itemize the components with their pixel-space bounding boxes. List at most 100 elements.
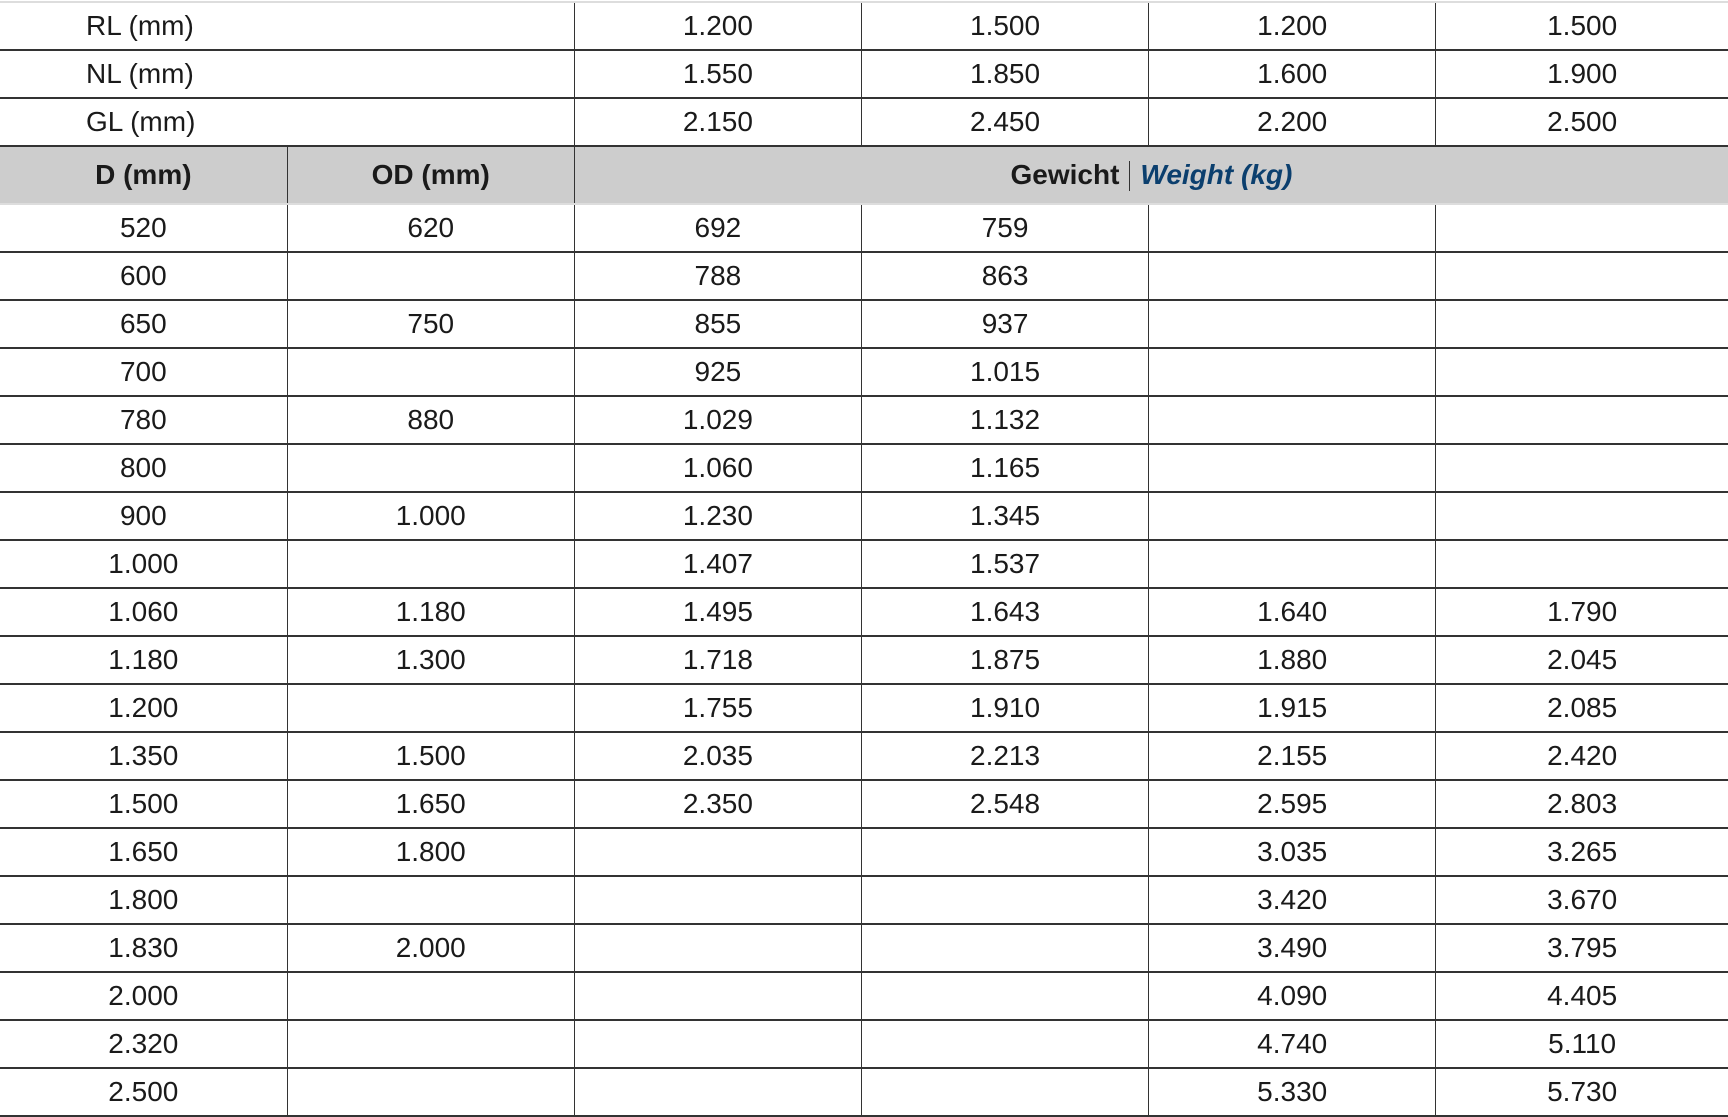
cell-d: 1.830 — [0, 924, 288, 973]
cell-weight: 1.165 — [860, 444, 1149, 493]
cell-weight — [860, 876, 1149, 925]
header-weight-de: Gewicht — [1010, 158, 1120, 190]
table-row: 1.200 1.755 1.910 1.915 2.085 — [0, 684, 1728, 733]
cell-weight: 1.910 — [860, 684, 1149, 733]
length-value: 1.900 — [1435, 50, 1728, 99]
cell-weight: 1.029 — [573, 396, 862, 445]
length-value: 2.200 — [1148, 98, 1436, 147]
cell-d: 780 — [0, 396, 288, 445]
cell-weight: 1.718 — [573, 636, 862, 685]
cell-weight: 788 — [573, 252, 862, 301]
cell-d: 2.320 — [0, 1020, 288, 1069]
length-row: GL (mm) 2.150 2.450 2.200 2.500 — [0, 98, 1728, 147]
header-row: D (mm) OD (mm) Gewicht Weight (kg) — [0, 146, 1728, 204]
cell-weight: 1.643 — [860, 588, 1149, 637]
cell-weight — [860, 924, 1149, 973]
cell-weight — [1435, 492, 1728, 541]
cell-weight — [1148, 444, 1436, 493]
cell-weight: 1.345 — [860, 492, 1149, 541]
cell-od: 1.500 — [286, 732, 575, 781]
table-row: 1.060 1.180 1.495 1.643 1.640 1.790 — [0, 588, 1728, 637]
cell-weight — [860, 1068, 1149, 1117]
table-row: 2.320 4.740 5.110 — [0, 1020, 1728, 1069]
cell-d: 1.350 — [0, 732, 288, 781]
cell-d: 2.000 — [0, 972, 288, 1021]
table-row: 650 750 855 937 — [0, 300, 1728, 349]
table-row: 2.000 4.090 4.405 — [0, 972, 1728, 1021]
cell-weight: 3.490 — [1148, 924, 1436, 973]
length-value: 1.850 — [860, 50, 1149, 99]
cell-weight: 2.548 — [860, 780, 1149, 829]
length-value: 1.200 — [1148, 1, 1436, 51]
cell-weight: 1.495 — [573, 588, 862, 637]
length-value: 2.500 — [1435, 98, 1728, 147]
cell-weight — [1435, 203, 1728, 253]
cell-weight: 863 — [860, 252, 1149, 301]
table-row: 520 620 692 759 — [0, 203, 1728, 253]
cell-weight: 2.035 — [573, 732, 862, 781]
cell-weight — [860, 972, 1149, 1021]
cell-weight — [1148, 300, 1436, 349]
cell-weight: 1.915 — [1148, 684, 1436, 733]
cell-weight — [1148, 203, 1436, 253]
cell-od: 750 — [286, 300, 575, 349]
cell-od: 880 — [286, 396, 575, 445]
table-row: 1.800 3.420 3.670 — [0, 876, 1728, 925]
cell-d: 1.800 — [0, 876, 288, 925]
length-value: 2.150 — [573, 98, 862, 147]
cell-d: 1.180 — [0, 636, 288, 685]
length-label: NL (mm) — [0, 50, 575, 99]
table-row: 900 1.000 1.230 1.345 — [0, 492, 1728, 541]
cell-weight: 937 — [860, 300, 1149, 349]
cell-d: 1.500 — [0, 780, 288, 829]
cell-weight — [1148, 492, 1436, 541]
cell-weight: 2.085 — [1435, 684, 1728, 733]
cell-weight: 1.875 — [860, 636, 1149, 685]
cell-weight: 3.670 — [1435, 876, 1728, 925]
cell-d: 800 — [0, 444, 288, 493]
cell-d: 600 — [0, 252, 288, 301]
cell-od: 1.800 — [286, 828, 575, 877]
cell-weight: 2.803 — [1435, 780, 1728, 829]
cell-weight: 1.230 — [573, 492, 862, 541]
cell-weight: 4.740 — [1148, 1020, 1436, 1069]
cell-weight — [860, 1020, 1149, 1069]
table-row: 1.000 1.407 1.537 — [0, 540, 1728, 589]
cell-weight — [1148, 540, 1436, 589]
table-row: 1.500 1.650 2.350 2.548 2.595 2.803 — [0, 780, 1728, 829]
table-row: 800 1.060 1.165 — [0, 444, 1728, 493]
cell-d: 1.000 — [0, 540, 288, 589]
cell-od — [286, 684, 575, 733]
cell-weight: 5.330 — [1148, 1068, 1436, 1117]
cell-weight: 692 — [573, 203, 862, 253]
length-value: 1.200 — [573, 1, 862, 51]
cell-od: 620 — [286, 203, 575, 253]
cell-weight: 3.420 — [1148, 876, 1436, 925]
table-row: 780 880 1.029 1.132 — [0, 396, 1728, 445]
cell-weight: 4.405 — [1435, 972, 1728, 1021]
cell-weight: 1.407 — [573, 540, 862, 589]
cell-weight: 3.035 — [1148, 828, 1436, 877]
cell-weight — [1148, 252, 1436, 301]
length-row: NL (mm) 1.550 1.850 1.600 1.900 — [0, 50, 1728, 99]
cell-weight — [573, 1020, 862, 1069]
header-separator — [1129, 161, 1131, 192]
table-row: 1.830 2.000 3.490 3.795 — [0, 924, 1728, 973]
cell-weight: 2.213 — [860, 732, 1149, 781]
cell-weight: 855 — [573, 300, 862, 349]
table-row: 2.500 5.330 5.730 — [0, 1068, 1728, 1117]
cell-d: 1.060 — [0, 588, 288, 637]
cell-weight: 1.015 — [860, 348, 1149, 397]
cell-weight — [573, 924, 862, 973]
cell-weight: 1.880 — [1148, 636, 1436, 685]
length-value: 1.550 — [573, 50, 862, 99]
cell-weight — [1435, 396, 1728, 445]
cell-weight — [573, 972, 862, 1021]
cell-weight: 3.795 — [1435, 924, 1728, 973]
cell-d: 1.650 — [0, 828, 288, 877]
cell-weight — [1435, 444, 1728, 493]
cell-weight: 1.060 — [573, 444, 862, 493]
cell-weight — [1148, 348, 1436, 397]
length-label: GL (mm) — [0, 98, 575, 147]
cell-weight: 2.350 — [573, 780, 862, 829]
